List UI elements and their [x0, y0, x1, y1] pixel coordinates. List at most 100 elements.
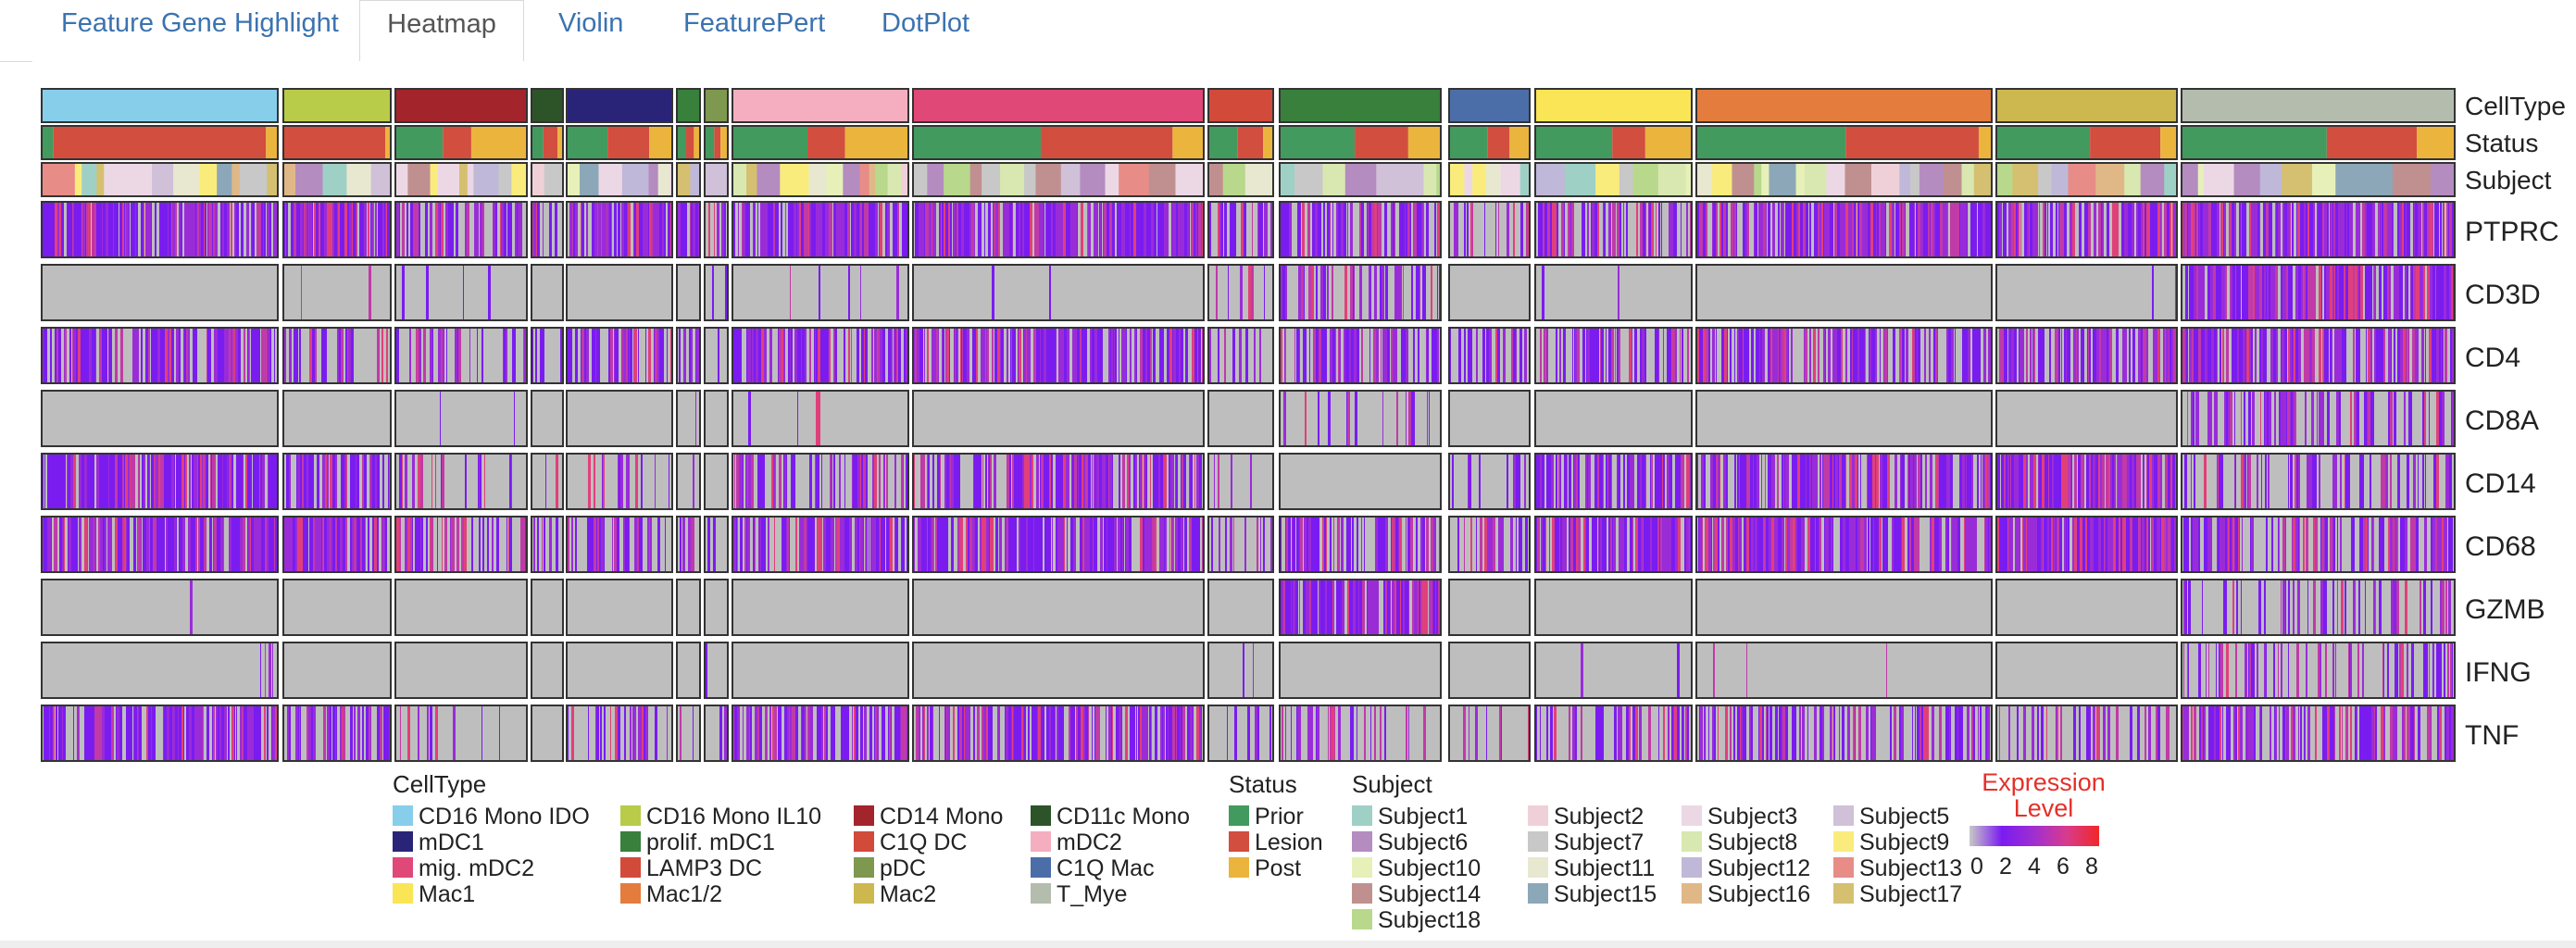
heatmap-cell: [982, 705, 983, 761]
heatmap-cell: [1105, 454, 1106, 509]
heatmap-cell: [1318, 202, 1319, 257]
heatmap-cell: [2137, 705, 2140, 761]
heatmap-cell: [2288, 454, 2289, 509]
heatmap-cell: [683, 202, 686, 257]
heatmap-cell-background: [1535, 705, 1692, 761]
heatmap-cell: [1569, 454, 1571, 509]
heatmap-cell-background: [283, 265, 391, 320]
heatmap-cell: [1645, 454, 1646, 509]
heatmap-cell: [375, 454, 377, 509]
heatmap-block: [732, 88, 909, 762]
heatmap-cell: [1298, 265, 1299, 320]
tab-heatmap[interactable]: Heatmap: [359, 0, 524, 62]
heatmap-cell: [1327, 265, 1329, 320]
heatmap-cell: [1099, 202, 1100, 257]
heatmap-cell: [2195, 202, 2196, 257]
heatmap-cell: [1024, 202, 1027, 257]
heatmap-cell: [807, 202, 808, 257]
heatmap-cell: [782, 328, 783, 383]
heatmap-cell: [332, 517, 335, 572]
heatmap-cell: [2345, 202, 2346, 257]
heatmap-cell: [874, 328, 877, 383]
heatmap-cell: [1869, 328, 1871, 383]
status-annotation-border: [1534, 125, 1693, 160]
heatmap-cell: [2187, 391, 2188, 446]
heatmap-cell: [1181, 328, 1183, 383]
heatmap-cell: [1887, 517, 1888, 572]
heatmap-cell: [2420, 580, 2421, 635]
heatmap-cell: [315, 328, 317, 383]
heatmap-cell: [1564, 454, 1567, 509]
tab-feature-gene-highlight[interactable]: Feature Gene Highlight: [61, 8, 339, 38]
heatmap-cell: [1176, 454, 1178, 509]
heatmap-cell: [1779, 705, 1782, 761]
heatmap-cell: [1608, 202, 1611, 257]
heatmap-cell: [852, 705, 853, 761]
heatmap-cell: [335, 454, 337, 509]
heatmap-cell: [1596, 517, 1597, 572]
heatmap-cell: [298, 705, 299, 761]
heatmap-cell: [2335, 202, 2338, 257]
heatmap-cell: [102, 202, 103, 257]
heatmap-cell-border: [1695, 516, 1993, 573]
heatmap-cell: [596, 705, 599, 761]
heatmap-cell: [1655, 454, 1657, 509]
heatmap-cell: [957, 454, 960, 509]
heatmap-cell: [2416, 517, 2419, 572]
heatmap-cell: [93, 328, 95, 383]
heatmap-cell: [829, 202, 831, 257]
heatmap-cell: [1577, 328, 1580, 383]
heatmap-cell: [2383, 642, 2384, 698]
heatmap-cell: [249, 328, 250, 383]
heatmap-cell: [2170, 328, 2171, 383]
heatmap-cell: [928, 454, 930, 509]
heatmap-cell: [2303, 265, 2304, 320]
tab-dotplot[interactable]: DotPlot: [882, 8, 970, 38]
heatmap-cell: [889, 517, 890, 572]
heatmap-cell: [1949, 705, 1950, 761]
heatmap-cell: [371, 202, 373, 257]
heatmap-cell: [1908, 454, 1910, 509]
heatmap-cell: [1790, 202, 1791, 257]
subject-annotation-segment: [2392, 163, 2407, 196]
heatmap-cell: [1877, 517, 1879, 572]
heatmap-cell: [211, 454, 212, 509]
heatmap-cell: [1726, 517, 1728, 572]
heatmap-cell: [1807, 454, 1809, 509]
heatmap-cell: [957, 705, 959, 761]
heatmap-cell: [1171, 202, 1172, 257]
heatmap-cell: [1075, 202, 1077, 257]
status-annotation-segment: [1237, 126, 1264, 159]
heatmap-cell: [2436, 454, 2439, 509]
heatmap-cell: [275, 705, 278, 761]
heatmap-cell: [2436, 391, 2439, 446]
heatmap-cell: [2030, 328, 2031, 383]
heatmap-cell: [243, 454, 244, 509]
heatmap-cell: [1178, 202, 1181, 257]
heatmap-cell: [1347, 580, 1349, 635]
heatmap-cell: [1852, 202, 1854, 257]
heatmap-cell: [53, 705, 55, 761]
heatmap-cell: [1249, 705, 1250, 761]
heatmap-cell: [227, 454, 228, 509]
heatmap-cell: [176, 517, 177, 572]
heatmap-cell: [2397, 202, 2399, 257]
heatmap-cell: [2043, 328, 2045, 383]
heatmap-cell: [556, 517, 558, 572]
heatmap-cell: [2339, 391, 2341, 446]
tab-featurepert[interactable]: FeaturePert: [683, 8, 826, 38]
heatmap-cell: [1022, 202, 1024, 257]
heatmap-cell: [1370, 705, 1371, 761]
heatmap-cell: [368, 202, 369, 257]
heatmap-cell: [2439, 642, 2442, 698]
heatmap-cell: [2167, 705, 2170, 761]
heatmap-cell: [2243, 328, 2245, 383]
heatmap-cell: [2225, 517, 2227, 572]
heatmap-cell-background: [1449, 391, 1530, 446]
tab-violin[interactable]: Violin: [558, 8, 624, 38]
heatmap-cell: [1059, 517, 1061, 572]
heatmap-cell-background: [395, 705, 527, 761]
heatmap-cell: [894, 517, 895, 572]
heatmap-cell: [478, 454, 479, 509]
heatmap-cell: [1146, 705, 1148, 761]
